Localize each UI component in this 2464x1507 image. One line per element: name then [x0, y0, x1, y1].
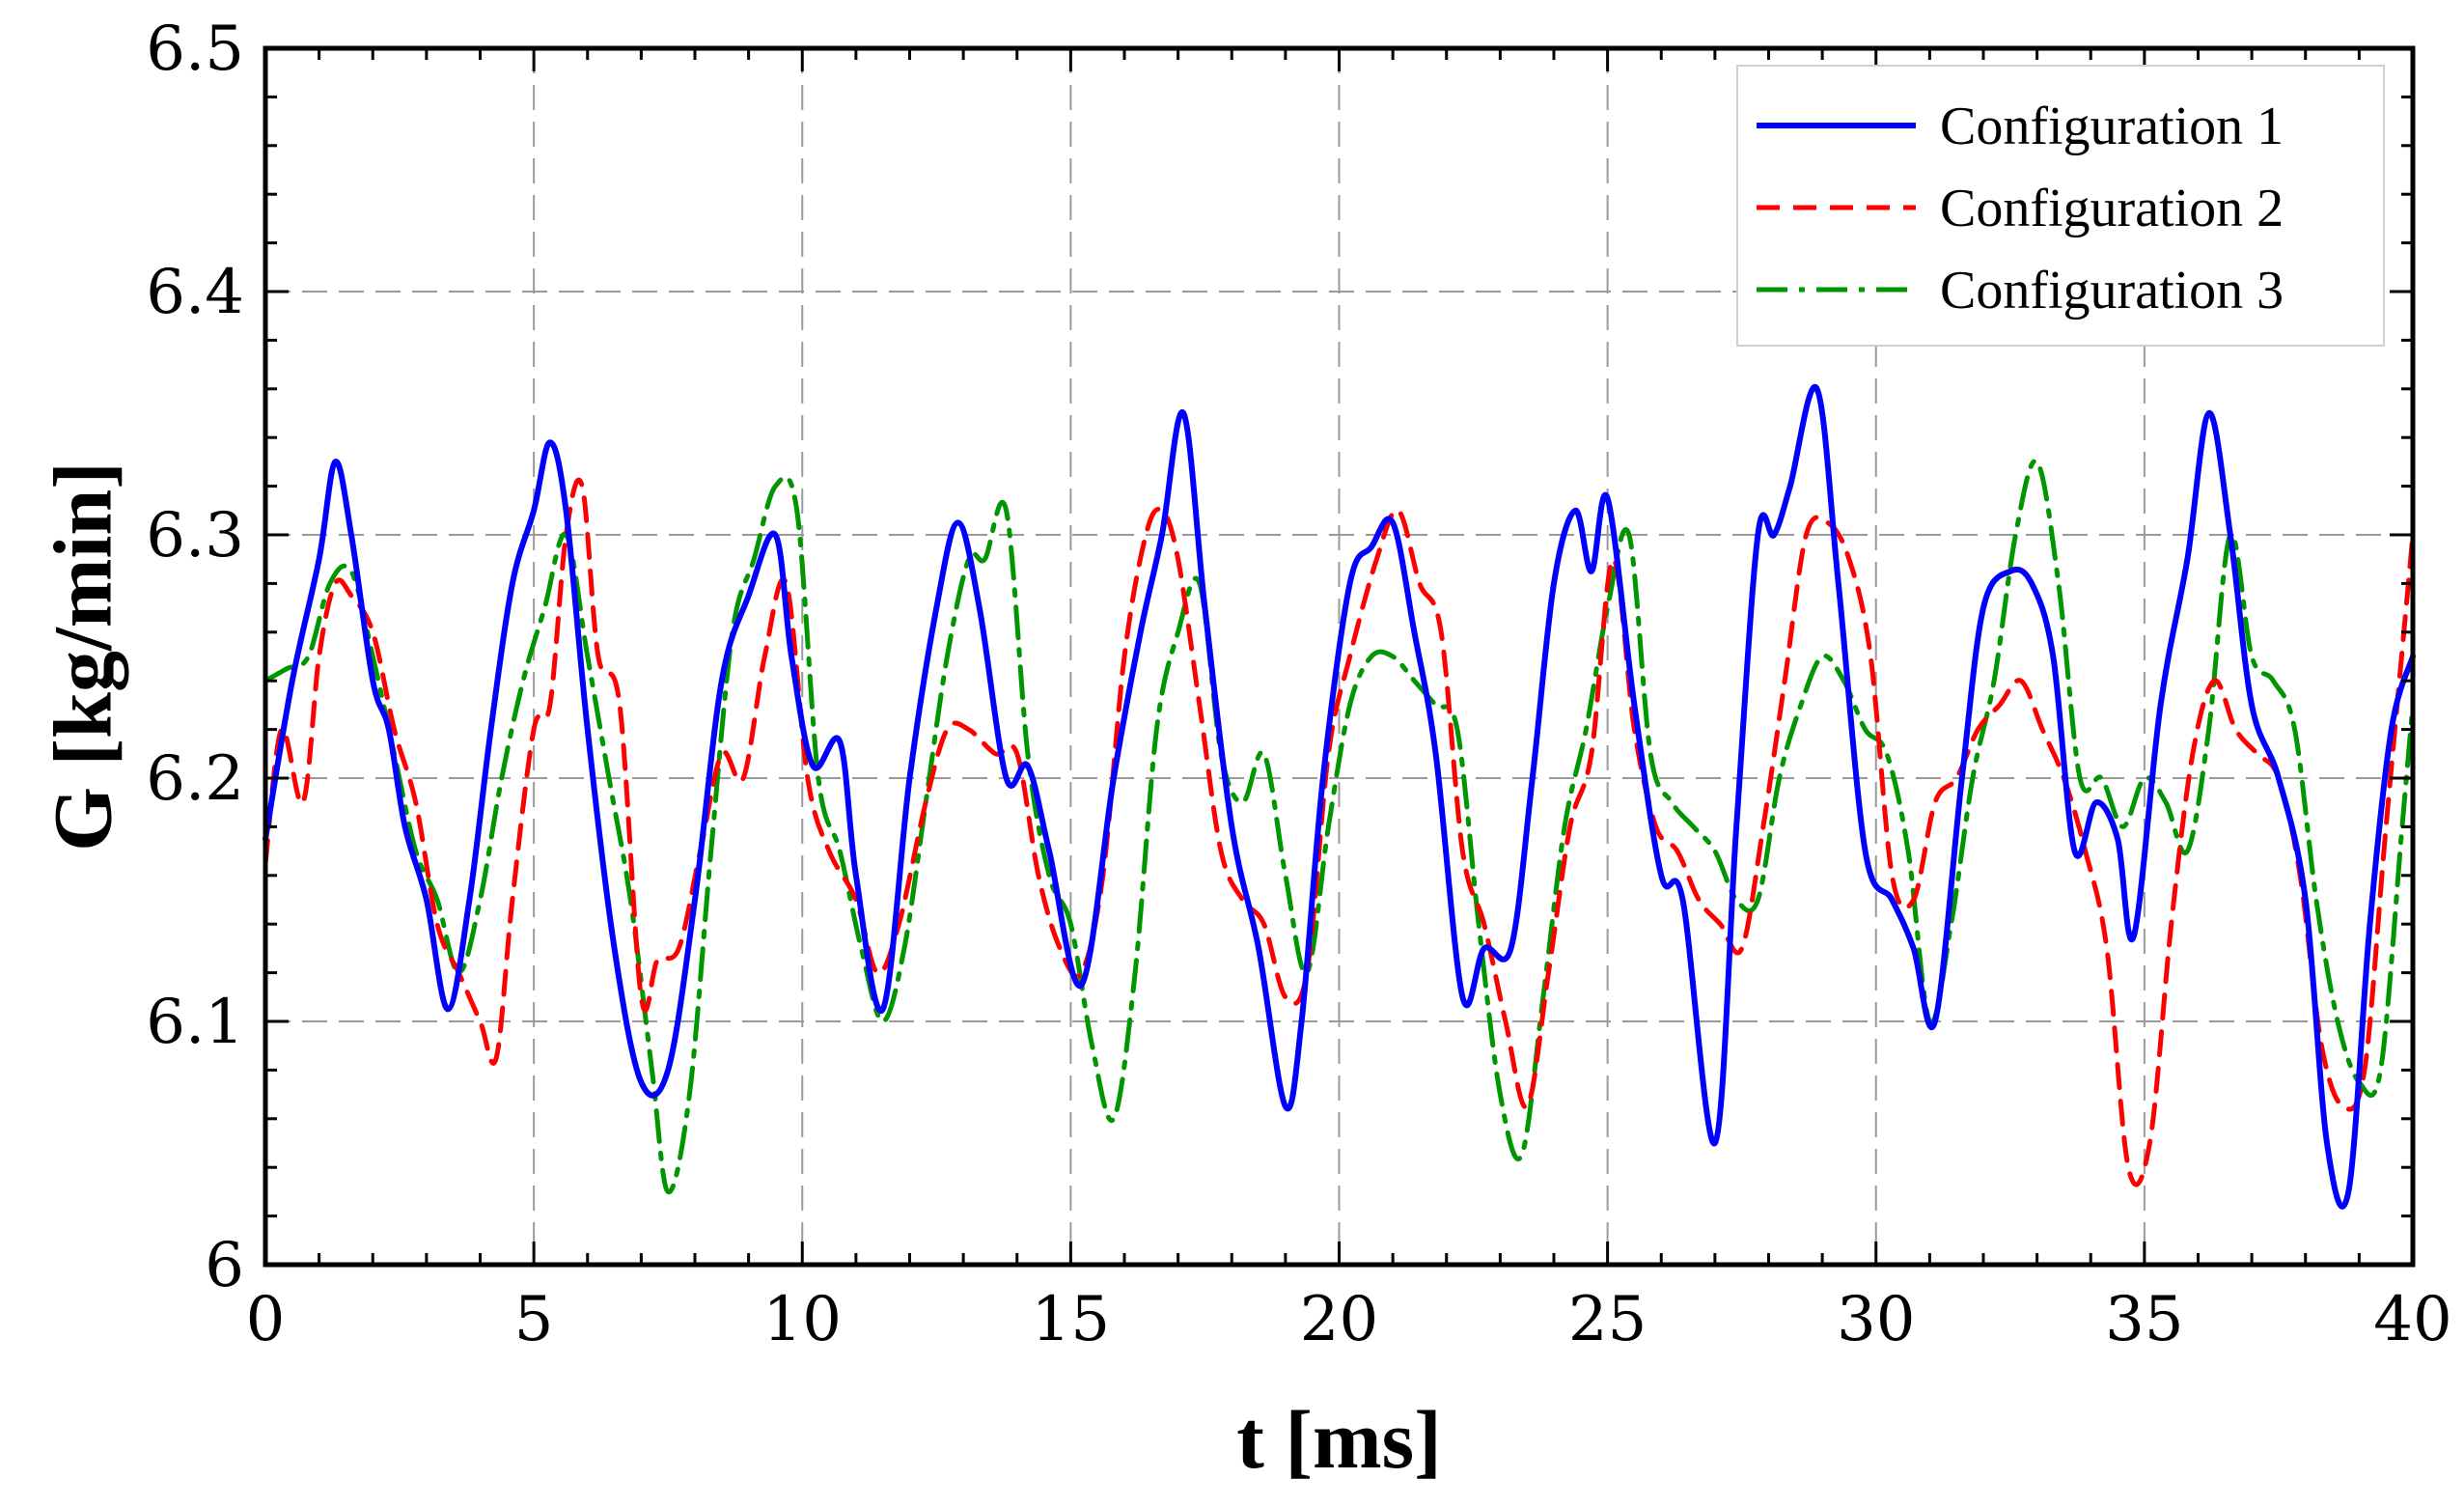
x-axis-title: t [ms] — [1236, 1393, 1442, 1486]
y-tick-label: 6.5 — [146, 14, 244, 85]
x-tick-label: 20 — [1300, 1284, 1378, 1355]
x-tick-label: 0 — [246, 1284, 286, 1355]
series-line-configuration-1 — [263, 383, 2416, 1210]
x-tick-label: 30 — [1837, 1284, 1915, 1355]
tick-labels: 0 5 10 15 20 25 30 35 40 6 6.1 6.2 6.3 6.4 6.5 — [146, 14, 2452, 1355]
y-tick-label: 6 — [205, 1230, 244, 1301]
series-line-configuration-3 — [263, 458, 2416, 1194]
x-tick-label: 35 — [2105, 1284, 2183, 1355]
y-tick-label: 6.2 — [146, 743, 244, 815]
x-tick-label: 15 — [1032, 1284, 1110, 1355]
y-axis-title: G [kg/min] — [37, 461, 129, 851]
legend-label-configuration-2: Configuration 2 — [1940, 179, 2284, 238]
y-tick-label: 6.4 — [146, 257, 244, 328]
legend: Configuration 1 Configuration 2 Configur… — [1736, 65, 2385, 347]
x-tick-label: 5 — [514, 1284, 554, 1355]
axis-ticks — [263, 46, 2415, 1267]
series-layer — [263, 383, 2416, 1210]
x-tick-label: 40 — [2373, 1284, 2451, 1355]
legend-label-configuration-3: Configuration 3 — [1940, 261, 2284, 321]
y-tick-label: 6.3 — [146, 500, 244, 572]
gridlines — [265, 48, 2413, 1265]
x-tick-label: 10 — [763, 1284, 842, 1355]
x-tick-label: 25 — [1568, 1284, 1647, 1355]
y-tick-label: 6.1 — [146, 987, 244, 1058]
legend-label-configuration-1: Configuration 1 — [1940, 97, 2284, 156]
